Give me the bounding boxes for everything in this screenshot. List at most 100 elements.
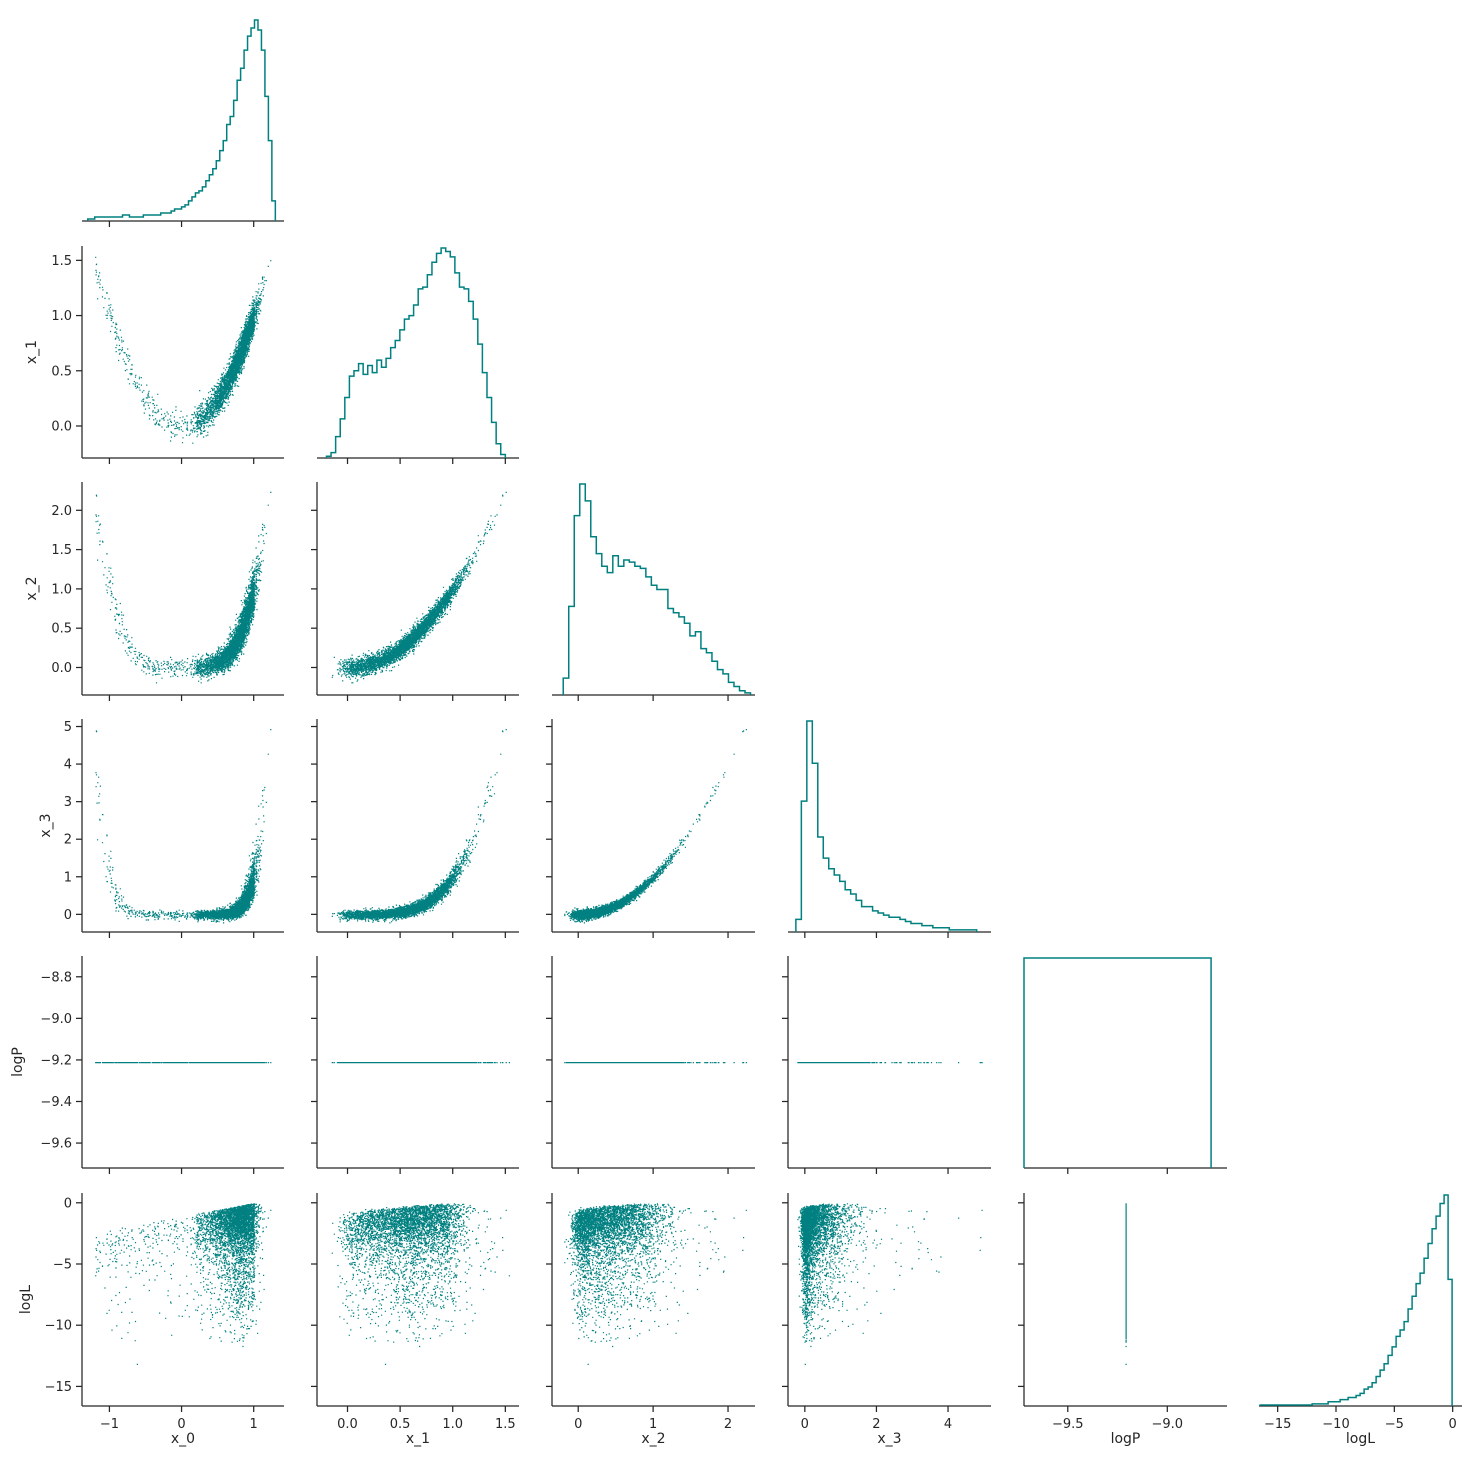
y-tick-label: −9.4	[40, 1095, 72, 1110]
y-tick-label: −8.8	[40, 970, 72, 985]
scatter-logL-vs-x_3	[797, 1203, 983, 1365]
y-tick-label: −9.0	[40, 1012, 72, 1027]
panel-logL-vs-logL: −15 −10 −5 0	[1259, 1405, 1462, 1432]
x-tick-label: 0	[574, 1417, 582, 1432]
y-tick-label: −10	[45, 1319, 72, 1334]
panel-x_2-vs-x_0: 0.0 0.5 1.0 1.5 2.0	[51, 482, 284, 701]
x-tick-label: 1	[250, 1417, 258, 1432]
panel-logP-vs-x_0: −9.6 −9.4 −9.2 −9.0 −8.8	[40, 956, 284, 1174]
y-tick-label: 0.5	[51, 622, 72, 637]
panel-logP-vs-x_1	[311, 956, 519, 1174]
y-axis-label-logL: logL	[18, 1285, 34, 1314]
x-axis-label-logP: logP	[1111, 1431, 1141, 1447]
panel-logP-vs-logP	[1024, 1167, 1227, 1174]
y-tick-label: 0	[64, 908, 72, 923]
x-axis-label-x_1: x_1	[406, 1431, 430, 1447]
panel-x_3-vs-x_3	[788, 931, 991, 938]
panel-x_3-vs-x_2	[546, 719, 755, 938]
y-tick-label: 1.5	[51, 254, 72, 269]
scatter-points	[95, 729, 272, 924]
scatter-points	[797, 1062, 983, 1064]
scatter-points	[331, 491, 507, 684]
y-tick-label: 0.5	[51, 364, 72, 379]
x-axis-label-logL: logL	[1346, 1431, 1375, 1447]
y-axis-label-x_3: x_3	[38, 813, 54, 837]
y-tick-label: 2	[64, 833, 72, 848]
scatter-logL-vs-x_2	[564, 1203, 747, 1365]
panels: 0.00.51.01.50.00.51.01.52.0012345−9.6−9.…	[10, 19, 1462, 1447]
scatter-x_2-vs-x_0	[95, 491, 272, 684]
y-tick-label: 1.5	[51, 543, 72, 558]
x-tick-label: −5	[1385, 1417, 1404, 1432]
scatter-points	[564, 729, 747, 924]
y-tick-label: 5	[64, 720, 72, 735]
x-axis-label-x_2: x_2	[641, 1431, 665, 1447]
y-tick-label: −15	[45, 1380, 72, 1395]
panel-x_2-vs-x_1	[311, 482, 519, 701]
panel-logL-vs-x_3: 0 2 4	[782, 1193, 991, 1432]
x-tick-label: 0	[177, 1417, 185, 1432]
x-tick-label: 0	[1449, 1417, 1457, 1432]
histogram-x_0	[87, 19, 277, 221]
scatter-points	[95, 491, 272, 684]
x-tick-label: −15	[1264, 1417, 1291, 1432]
panel-x_1-vs-x_0: 0.0 0.5 1.0 1.5	[51, 246, 284, 464]
x-tick-label: 1.5	[495, 1417, 516, 1432]
scatter-points	[797, 1203, 983, 1365]
scatter-points	[1125, 1203, 1127, 1365]
y-axis-label-x_1: x_1	[24, 340, 40, 364]
x-tick-label: 0	[801, 1417, 809, 1432]
scatter-logL-vs-x_0	[95, 1203, 272, 1365]
scatter-logP-vs-x_3	[797, 1062, 983, 1064]
y-tick-label: 0	[64, 1196, 72, 1211]
scatter-points	[564, 1203, 747, 1365]
x-tick-label: 1.0	[442, 1417, 463, 1432]
scatter-logP-vs-x_0	[95, 1062, 272, 1064]
histogram-logP	[1023, 957, 1212, 1168]
y-tick-label: −5	[53, 1258, 72, 1273]
panel-logP-vs-x_2	[546, 956, 755, 1174]
scatter-x_3-vs-x_1	[331, 729, 507, 924]
x-tick-label: 4	[944, 1417, 952, 1432]
panel-x_1-vs-x_1	[317, 457, 519, 464]
scatter-logP-vs-x_1	[331, 1062, 510, 1064]
panel-logP-vs-x_3	[782, 956, 991, 1174]
y-tick-label: 3	[64, 795, 72, 810]
histogram-logL	[1259, 1194, 1453, 1406]
scatter-points	[95, 1203, 272, 1365]
y-tick-label: 0.0	[51, 419, 72, 434]
panel-x_3-vs-x_1	[311, 719, 519, 938]
scatter-x_1-vs-x_0	[95, 256, 272, 444]
panel-logL-vs-x_0: −1 0 1−15−10−50	[45, 1193, 284, 1432]
x-tick-label: −1	[100, 1417, 119, 1432]
panel-x_2-vs-x_2	[552, 694, 755, 701]
y-tick-label: 4	[64, 758, 72, 773]
panel-logL-vs-x_1: 0.0 0.5 1.0 1.5	[311, 1193, 519, 1432]
scatter-logP-vs-x_2	[564, 1062, 747, 1064]
scatter-points	[331, 729, 507, 924]
scatter-points	[564, 1062, 747, 1064]
histogram-x_1	[325, 247, 507, 458]
x-tick-label: 2	[872, 1417, 880, 1432]
scatter-x_3-vs-x_2	[564, 729, 747, 924]
panel-logL-vs-logP: −9.5 −9.0	[1018, 1193, 1227, 1432]
scatter-points	[331, 1203, 510, 1365]
scatter-logL-vs-x_1	[331, 1203, 510, 1365]
y-axis-label-x_2: x_2	[24, 576, 40, 600]
x-tick-label: −9.5	[1052, 1417, 1084, 1432]
x-tick-label: −10	[1322, 1417, 1349, 1432]
panel-x_3-vs-x_0: 0 1 2 3 4 5	[64, 719, 284, 938]
scatter-x_2-vs-x_1	[331, 491, 507, 684]
scatter-logL-vs-logP	[1125, 1203, 1127, 1365]
scatter-points	[95, 1062, 272, 1064]
x-axis-label-x_0: x_0	[171, 1431, 195, 1447]
y-tick-label: 2.0	[51, 504, 72, 519]
scatter-points	[331, 1062, 510, 1064]
x-tick-label: −9.0	[1152, 1417, 1184, 1432]
y-tick-label: −9.6	[40, 1137, 72, 1152]
y-tick-label: −9.2	[40, 1053, 72, 1068]
x-tick-label: 0.0	[337, 1417, 358, 1432]
panel-x_0-vs-x_0	[82, 220, 284, 227]
y-tick-label: 1.0	[51, 309, 72, 324]
